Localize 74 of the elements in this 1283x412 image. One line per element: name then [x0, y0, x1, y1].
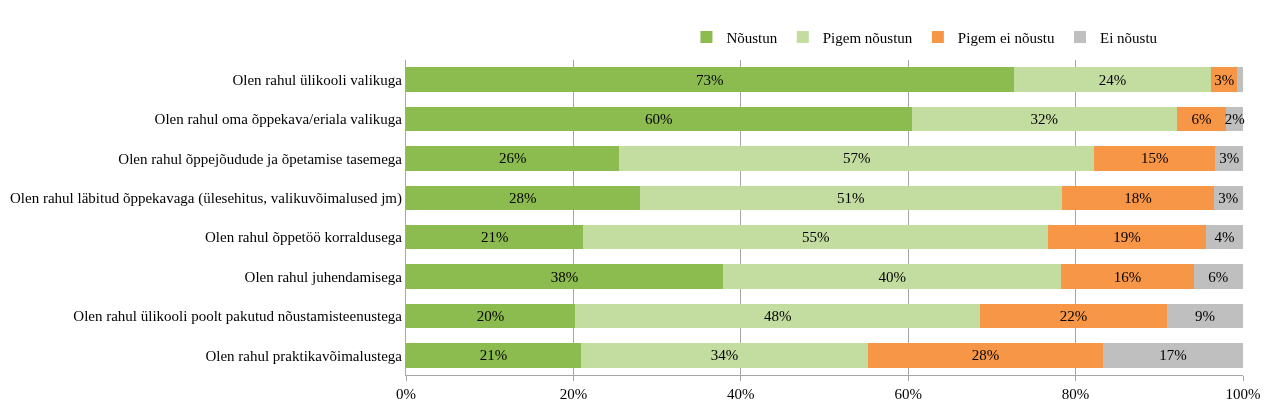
bar [1166, 303, 1243, 329]
bar [1062, 185, 1214, 211]
bar [911, 106, 1177, 132]
bar [1047, 224, 1207, 250]
bar [406, 185, 640, 211]
x-tick-label: 100% [1225, 386, 1261, 402]
bar [1103, 343, 1243, 368]
bar [406, 106, 912, 132]
data-label: 24% [1098, 71, 1127, 88]
data-label: 16% [1113, 268, 1142, 285]
data-label: 15% [1140, 150, 1169, 167]
data-label: 3% [1219, 150, 1240, 167]
y-tick-label: Olen rahul praktikavõimalustega [205, 347, 403, 364]
bar [406, 67, 1014, 92]
bar [575, 303, 981, 329]
data-label: 20% [476, 307, 505, 324]
y-tick-label: Olen rahul ülikooli valikuga [232, 71, 403, 88]
bar [639, 185, 1063, 211]
data-label: 55% [801, 229, 830, 246]
data-label: 26% [498, 150, 527, 167]
data-label: 21% [479, 347, 508, 364]
x-tick-label: 40% [727, 386, 755, 402]
legend-label: Pigem ei nõustu [957, 29, 1056, 46]
data-label: 21% [480, 229, 509, 246]
bar [406, 343, 581, 368]
data-label: 19% [1113, 229, 1141, 246]
bar [1193, 264, 1243, 289]
data-label: 32% [1030, 111, 1058, 128]
y-tick-label: Olen rahul õppejõudude ja õpetamise tasemega [118, 150, 403, 167]
data-label: 3% [1218, 189, 1239, 206]
y-tick-label: Olen rahul läbitud õppekavaga (ülesehitus, valikuvõimalused jm) [10, 190, 402, 208]
legend-label: Nõustun [726, 29, 778, 46]
bar [619, 146, 1095, 171]
data-label: 6% [1208, 268, 1229, 285]
bar [406, 224, 584, 250]
bar [1094, 146, 1216, 171]
bar [406, 264, 724, 289]
data-label: 60% [645, 111, 673, 128]
x-tick-label: 20% [559, 386, 588, 402]
data-label: 4% [1214, 229, 1235, 246]
data-label: 28% [509, 189, 537, 206]
data-label: 73% [696, 71, 724, 88]
y-tick-label: Olen rahul juhendamisega [244, 268, 403, 285]
data-label: 48% [763, 307, 792, 324]
data-label: 34% [710, 347, 739, 364]
bar [583, 224, 1048, 250]
legend-label: Ei nõustu [1100, 29, 1158, 46]
x-tick-label: 0% [396, 386, 416, 402]
bar [1013, 67, 1212, 92]
data-label: 22% [1059, 307, 1088, 324]
x-tick-label: 60% [894, 386, 922, 402]
bar [406, 146, 620, 171]
legend-label: Pigem nõustun [822, 29, 913, 46]
data-label: 38% [550, 268, 579, 285]
bar [1237, 67, 1243, 92]
bar [406, 303, 576, 329]
data-label: 3% [1214, 71, 1235, 88]
data-label: 6% [1191, 111, 1212, 128]
y-tick-label: Olen rahul õppetöö korraldusega [204, 229, 403, 246]
data-label: 9% [1194, 307, 1215, 324]
data-label: 51% [837, 189, 865, 206]
bar [980, 303, 1167, 329]
data-label: 17% [1159, 347, 1187, 364]
bar [723, 264, 1062, 289]
x-tick-label: 80% [1061, 386, 1090, 402]
y-tick-label: Olen rahul ülikooli poolt pakutud nõustamisteenustega [73, 308, 403, 325]
bar [1061, 264, 1194, 289]
data-label: 57% [842, 150, 871, 167]
data-label: 18% [1124, 189, 1152, 206]
y-tick-label: Olen rahul oma õppekava/eriala valikuga [154, 111, 403, 128]
data-label: 40% [878, 268, 907, 285]
bar [580, 343, 869, 368]
bar [868, 343, 1104, 368]
data-label: 28% [971, 347, 1000, 364]
